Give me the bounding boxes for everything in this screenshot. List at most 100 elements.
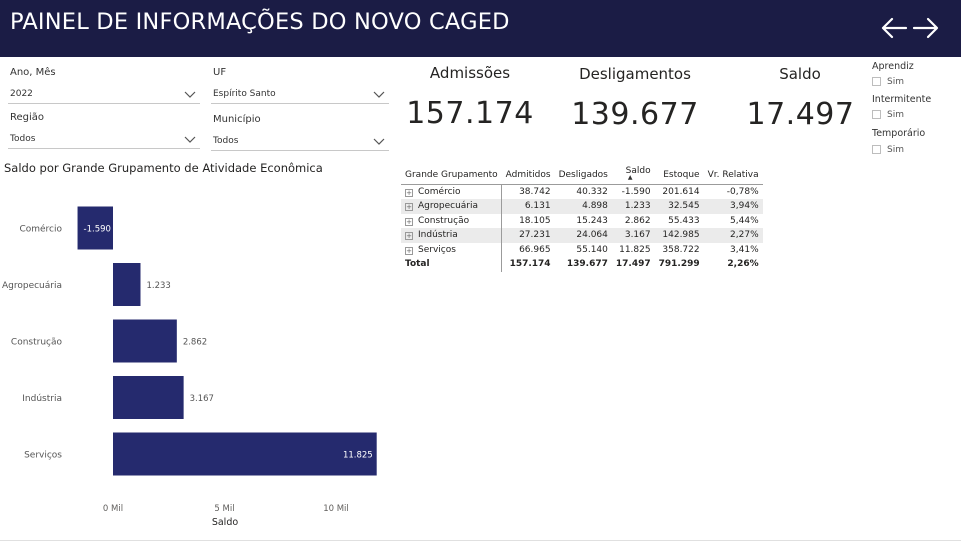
slicer-temporario-sim[interactable]: Sim — [872, 144, 904, 155]
total-cell: 791.299 — [658, 259, 700, 270]
table-cell: 2.862 — [624, 215, 651, 226]
matrix-header-row: Grande Grupamento Admitidos Desligados S… — [401, 164, 763, 185]
sort-ascending-icon: ▲ — [627, 174, 633, 181]
data-label: 1.233 — [146, 281, 170, 291]
checkbox[interactable] — [872, 145, 881, 154]
page-title: PAINEL DE INFORMAÇÕES DO NOVO CAGED — [10, 9, 510, 35]
table-cell: 3,94% — [730, 201, 759, 212]
table-cell: 66.965 — [519, 244, 551, 255]
table-cell: 40.332 — [576, 187, 608, 197]
table-row[interactable]: + Serviços 66.965 55.140 11.825 358.722 3,41% — [401, 242, 763, 257]
category-label: Comércio — [19, 224, 62, 235]
table-row[interactable]: + Indústria 27.231 24.064 3.167 142.985 2,27% — [401, 228, 763, 243]
table-cell: 3,41% — [730, 244, 759, 255]
filter-label-regiao: Região — [10, 112, 45, 123]
table-cell: 2,27% — [730, 230, 759, 241]
municipio-value: Todos — [213, 136, 239, 146]
chevron-down-icon — [373, 138, 385, 145]
total-cell: 2,26% — [727, 259, 759, 270]
table-row[interactable]: + Agropecuária 6.131 4.898 1.233 32.545 3,94% — [401, 199, 763, 214]
matrix-header-cell[interactable]: Desligados — [558, 170, 608, 180]
data-label: -1.590 — [84, 225, 111, 235]
arrow-right-icon[interactable] — [911, 14, 941, 42]
table-cell: 38.742 — [519, 187, 551, 197]
category-label: Construção — [11, 338, 63, 348]
table-cell: 55.433 — [668, 215, 700, 226]
table-cell: 18.105 — [519, 215, 551, 226]
row-label-cell: + Comércio — [401, 184, 503, 199]
ano-mes-dropdown[interactable]: 2022 — [8, 85, 200, 104]
header-bar: PAINEL DE INFORMAÇÕES DO NOVO CAGED — [0, 0, 961, 57]
data-label: 2.862 — [183, 338, 207, 348]
total-cell: 139.677 — [566, 259, 608, 270]
table-cell: 142.985 — [662, 230, 700, 241]
saldo-bar-chart: Comércio -1.590 Agropecuária 1.233 Construçã… — [2, 206, 377, 528]
matrix-header-cell[interactable]: Estoque — [663, 170, 700, 180]
expand-plus-icon[interactable]: + — [405, 203, 413, 212]
slicer-option-label: Sim — [887, 144, 904, 155]
table-cell: 24.064 — [576, 230, 608, 241]
kpi-saldo-label: Saldo — [779, 65, 821, 83]
x-tick-label: 5 Mil — [214, 504, 234, 514]
row-label-cell: + Serviços — [401, 242, 503, 257]
table-cell: 201.614 — [662, 187, 700, 197]
row-label-cell: + Agropecuária — [401, 199, 503, 214]
matrix-header-cell[interactable]: Vr. Relativa — [707, 170, 759, 180]
table-row[interactable]: + Comércio 38.742 40.332 -1.590 201.614 -0,78% — [401, 184, 763, 199]
kpi-desligamentos-value: 139.677 — [571, 97, 699, 132]
municipio-dropdown[interactable]: Todos — [211, 132, 389, 151]
kpi-desligamentos-label: Desligamentos — [579, 65, 691, 83]
table-cell: 3.167 — [624, 230, 651, 241]
ano-mes-value: 2022 — [10, 89, 33, 99]
matrix-header-cell[interactable]: Admitidos — [505, 170, 551, 180]
table-cell: 1.233 — [624, 201, 651, 212]
row-label-cell: + Indústria — [401, 228, 503, 243]
table-cell: 32.545 — [668, 201, 700, 212]
row-label: Serviços — [418, 244, 456, 255]
table-cell: 27.231 — [519, 230, 551, 241]
row-label: Comércio — [418, 187, 461, 197]
regiao-dropdown[interactable]: Todos — [8, 130, 200, 149]
slicer-aprendiz-title: Aprendiz — [872, 61, 914, 72]
table-cell: 6.131 — [524, 201, 551, 212]
slicer-option-label: Sim — [887, 76, 904, 87]
slicer-aprendiz-sim[interactable]: Sim — [872, 76, 904, 87]
expand-plus-icon[interactable]: + — [405, 217, 413, 226]
bar-5 — [113, 432, 377, 476]
matrix-header-cell[interactable]: Grande Grupamento — [405, 170, 498, 180]
x-tick-label: 0 Mil — [103, 504, 123, 514]
category-label: Agropecuária — [2, 281, 62, 291]
row-label-cell: + Construção — [401, 213, 503, 228]
filter-label-uf: UF — [213, 67, 227, 78]
arrow-left-icon[interactable] — [879, 14, 909, 42]
total-label-cell: Total — [401, 257, 503, 272]
page-bottom-border — [0, 540, 961, 541]
table-row[interactable]: + Construção 18.105 15.243 2.862 55.433 5,44% — [401, 213, 763, 228]
category-label: Indústria — [22, 394, 62, 404]
slicer-temporario-title: Temporário — [872, 128, 926, 139]
kpi-saldo-value: 17.497 — [746, 97, 855, 132]
bar-1 — [77, 206, 113, 250]
matrix-header-cell-sorted[interactable]: Saldo ▲ — [612, 164, 655, 185]
total-cell: 157.174 — [509, 259, 551, 270]
chevron-down-icon — [373, 91, 385, 98]
table-cell: 5,44% — [730, 215, 759, 226]
data-label: 11.825 — [343, 451, 373, 461]
row-label: Construção — [418, 215, 470, 226]
uf-dropdown[interactable]: Espírito Santo — [211, 85, 389, 104]
row-label: Agropecuária — [418, 201, 479, 212]
row-label: Indústria — [418, 230, 458, 241]
filter-label-ano-mes: Ano, Mês — [10, 67, 56, 78]
data-label: 3.167 — [190, 394, 214, 404]
expand-plus-icon[interactable]: + — [405, 232, 413, 241]
checkbox[interactable] — [872, 77, 881, 86]
expand-plus-icon[interactable]: + — [405, 189, 413, 197]
expand-plus-icon[interactable]: + — [405, 246, 413, 255]
kpi-admissoes-label: Admissões — [429, 64, 511, 82]
x-tick-label: 10 Mil — [323, 504, 349, 514]
checkbox[interactable] — [872, 110, 881, 119]
table-cell: -1.590 — [621, 187, 651, 197]
slicer-intermitente-sim[interactable]: Sim — [872, 109, 904, 120]
total-cell: 17.497 — [615, 259, 651, 270]
